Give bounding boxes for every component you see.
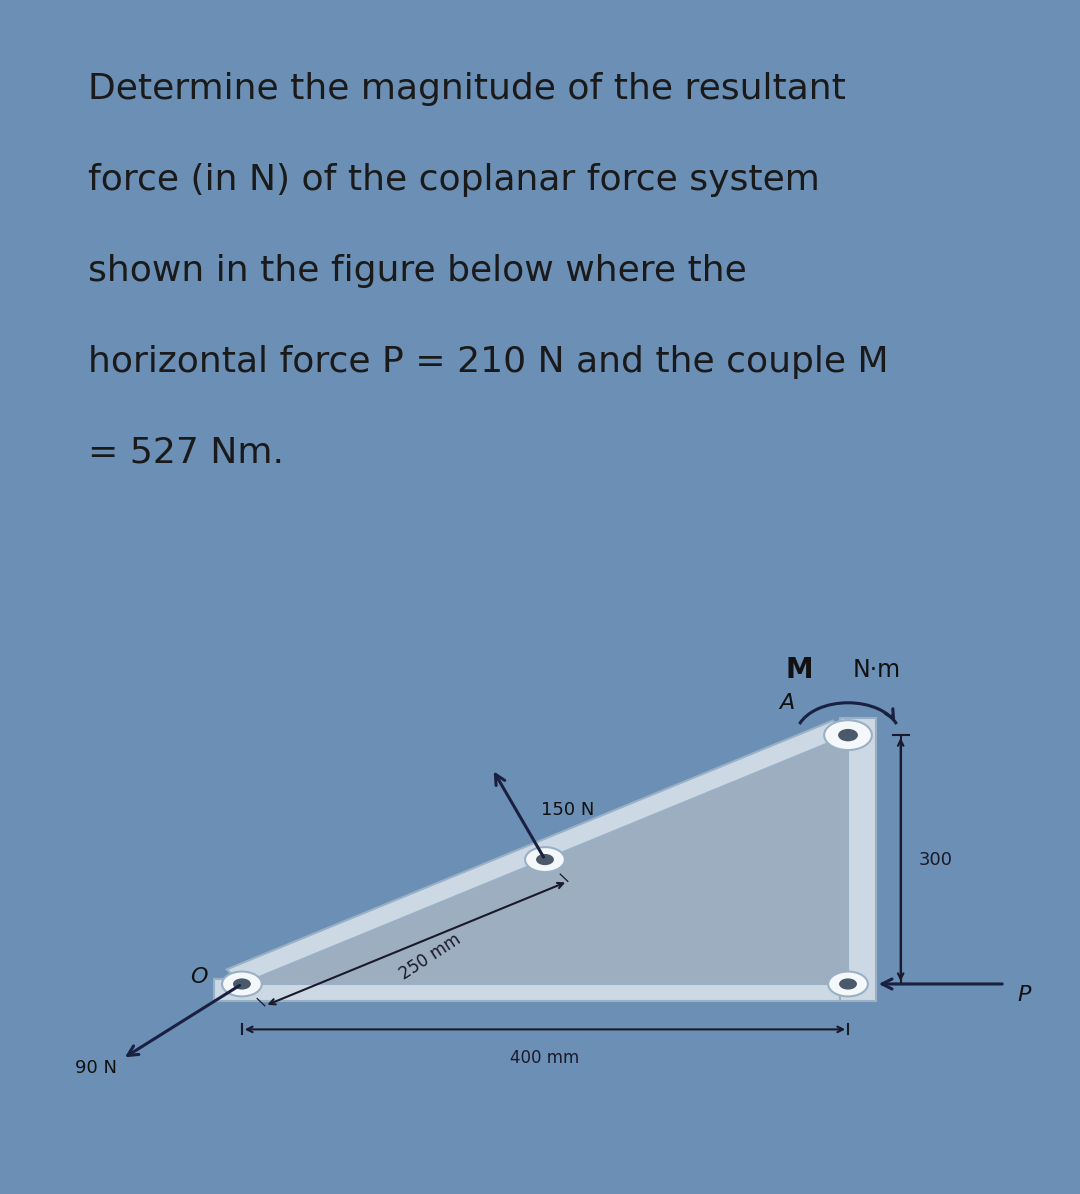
Polygon shape <box>227 720 863 998</box>
Text: P: P <box>1017 985 1030 1005</box>
Text: 250 mm: 250 mm <box>396 930 464 983</box>
Polygon shape <box>214 979 876 1002</box>
Circle shape <box>838 728 858 741</box>
Text: 400 mm: 400 mm <box>511 1050 580 1067</box>
Text: 150 N: 150 N <box>541 801 594 819</box>
Text: shown in the figure below where the: shown in the figure below where the <box>87 254 746 288</box>
Circle shape <box>222 972 261 997</box>
Text: O: O <box>190 966 207 986</box>
Text: A: A <box>779 693 794 713</box>
Circle shape <box>233 978 251 990</box>
Polygon shape <box>242 736 848 984</box>
Text: M: M <box>785 656 813 684</box>
Text: 90 N: 90 N <box>75 1059 117 1077</box>
Text: horizontal force P = 210 N and the couple M: horizontal force P = 210 N and the coupl… <box>87 345 889 378</box>
Circle shape <box>839 978 856 990</box>
Circle shape <box>824 720 872 750</box>
Polygon shape <box>839 718 876 1002</box>
Text: = 527 Nm.: = 527 Nm. <box>87 436 284 469</box>
Circle shape <box>525 847 565 872</box>
Text: force (in N) of the coplanar force system: force (in N) of the coplanar force syste… <box>87 164 820 197</box>
Text: Determine the magnitude of the resultant: Determine the magnitude of the resultant <box>87 72 846 106</box>
Text: 300: 300 <box>919 850 953 868</box>
Circle shape <box>828 972 868 997</box>
Text: N·m: N·m <box>853 658 901 682</box>
Circle shape <box>536 854 554 866</box>
